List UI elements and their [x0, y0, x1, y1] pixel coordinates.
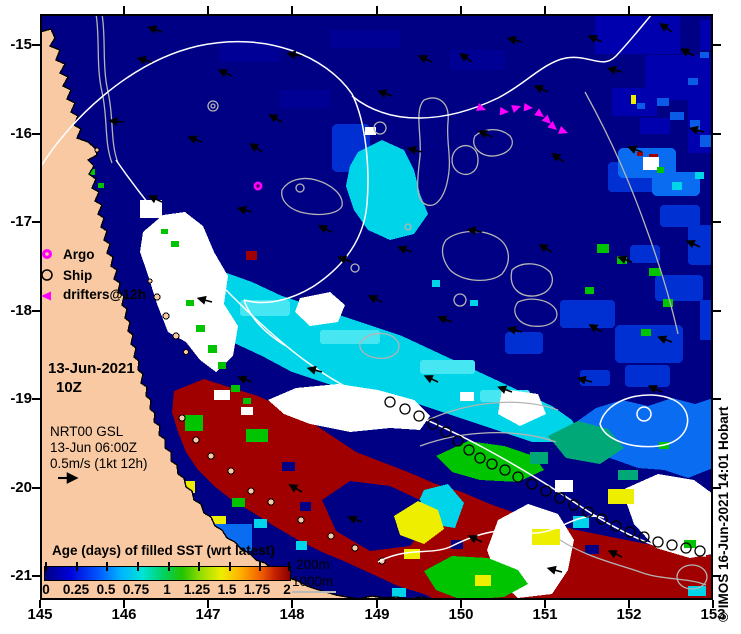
colorbar-label: 2 — [283, 582, 291, 597]
colorbar-label: 0.5 — [96, 582, 116, 597]
colorbar-label: 0.75 — [122, 582, 150, 597]
colorbar-label: 1.75 — [243, 582, 271, 597]
x-tick-label: 146 — [111, 606, 137, 623]
y-tick-label: -15 — [10, 36, 32, 53]
bright-blue-region — [572, 398, 713, 478]
colorbar-tick — [75, 562, 78, 571]
colorbar-tick — [198, 562, 201, 571]
ship-circle-icon — [41, 269, 53, 281]
ship-track — [384, 396, 706, 557]
y-tick-label: -18 — [10, 302, 32, 319]
x-tick-label: 151 — [532, 606, 558, 623]
colorbar-tick — [259, 562, 262, 571]
legend-icons — [41, 249, 53, 301]
velocity-scale: 0.5m/s (1kt 12h) — [50, 456, 148, 471]
depth-contours-gray — [95, 14, 708, 590]
credit-text: © IMOS 16-Jun-2021 14:01 Hobart — [716, 406, 731, 622]
depth-label-200m: 200m — [296, 557, 330, 572]
colorbar-label: 1.25 — [183, 582, 211, 597]
colorbar-tick — [167, 562, 170, 571]
x-tick-label: 153 — [700, 606, 726, 623]
colorbar-label: 0.25 — [62, 582, 90, 597]
x-tick-label: 152 — [616, 606, 642, 623]
colorbar-tick — [228, 562, 231, 571]
colorbar-tick — [45, 562, 47, 571]
y-tick-label: -16 — [10, 125, 32, 142]
x-tick-label: 149 — [364, 606, 390, 623]
map-canvas — [40, 14, 713, 600]
colorbar-title: Age (days) of filled SST (wrt latest) — [52, 543, 275, 558]
colorbar-tick — [287, 562, 290, 571]
light-cyan-blobs — [240, 300, 530, 402]
colorbar-gradient — [44, 562, 291, 581]
observation-hour: 10Z — [56, 379, 82, 396]
colorbar-label: 1.5 — [217, 582, 237, 597]
plot-frame — [40, 14, 713, 600]
product-info: NRT00 GSL 13-Jun 06:00Z 0.5m/s (1kt 12h) — [50, 424, 148, 472]
argo-float-icon — [42, 249, 52, 259]
bright-blue-specks — [637, 52, 713, 147]
argo-marker — [253, 181, 263, 191]
x-tick-label: 145 — [27, 606, 53, 623]
depth-1000m-line-sample — [292, 591, 336, 593]
x-tick-label: 147 — [195, 606, 221, 623]
legend-label-drifters: drifters@12h — [63, 287, 146, 302]
x-tick-label: 150 — [448, 606, 474, 623]
x-tick-label: 148 — [279, 606, 305, 623]
y-tick-label: -21 — [10, 567, 32, 584]
observation-date: 13-Jun-2021 — [48, 360, 135, 377]
navy-specks — [282, 462, 599, 554]
y-tick-label: -20 — [10, 479, 32, 496]
drifter-arrow-icon — [41, 291, 51, 301]
legend-label-ship: Ship — [63, 268, 93, 283]
depth-label-1000m: 1000m — [292, 574, 334, 589]
colorbar-label: 0 — [42, 582, 50, 597]
axis-ticks — [32, 6, 721, 608]
cloud-white-patches — [140, 127, 713, 598]
colorbar-label: 1 — [163, 582, 171, 597]
y-tick-label: -19 — [10, 390, 32, 407]
y-tick-label: -17 — [10, 213, 32, 230]
colorbar-tick — [136, 562, 139, 571]
observation-datetime: 13-Jun-2021 10Z — [48, 359, 135, 397]
legend-label-argo: Argo — [63, 247, 95, 262]
product-name: NRT00 GSL — [50, 424, 124, 439]
cyan-patch-upper — [346, 140, 428, 240]
colorbar-tick — [106, 562, 109, 571]
coastal-islands — [94, 147, 386, 565]
velocity-time: 13-Jun 06:00Z — [50, 440, 138, 455]
